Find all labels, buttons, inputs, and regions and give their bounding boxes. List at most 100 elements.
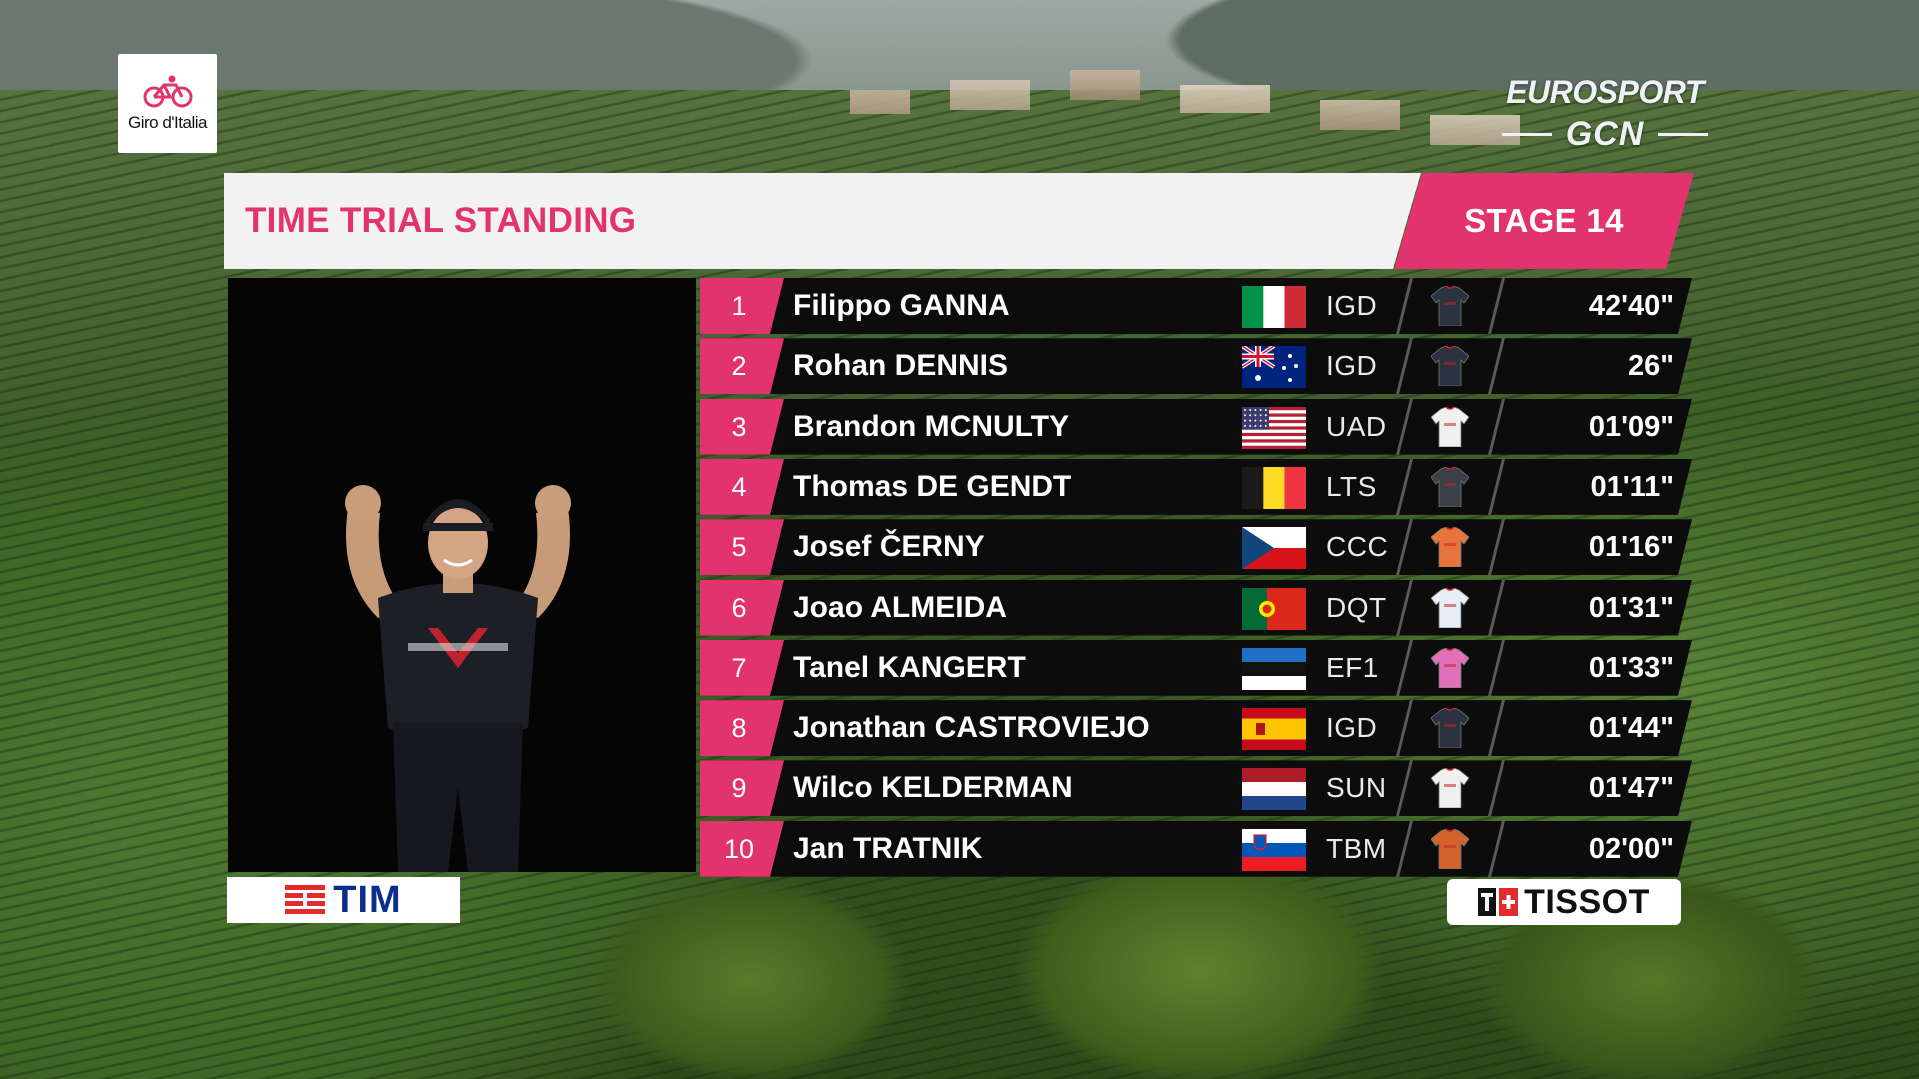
rank-badge: 6 [700,580,784,636]
team-code: UAD [1326,410,1387,442]
team-jersey-icon [1430,345,1470,387]
finish-time: 01'09" [1588,410,1674,443]
giro-logo: Giro d'Italia [118,54,217,153]
standings-row: 1 Filippo GANNA IGD 42'40" [700,278,1698,334]
row-background [700,640,1692,696]
team-code: DQT [1326,591,1387,623]
standings-row: 6 Joao ALMEIDA DQT 01'31" [700,579,1698,636]
team-code: CCC [1326,531,1389,563]
standings-row: 10 Jan TRATNIK TBM 02'00" [700,820,1698,877]
row-background [700,338,1692,394]
standings-row: 5 Josef ČERNY CCC 01'16" [700,519,1698,576]
finish-time: 02'00" [1588,832,1674,865]
slovenia-flag-icon [1242,828,1306,871]
rider-name: Tanel KANGERT [793,650,1026,684]
rider-name: Jan TRATNIK [793,831,983,865]
finish-time: 01'44" [1588,712,1674,745]
finish-time: 01'31" [1588,591,1674,624]
finish-time: 01'33" [1588,651,1674,684]
team-code: IGD [1326,712,1378,744]
rider-name: Rohan DENNIS [793,349,1009,383]
czech-republic-flag-icon [1242,527,1306,570]
team-code: IGD [1326,350,1378,382]
team-code: SUN [1326,772,1387,804]
portugal-flag-icon [1242,587,1306,630]
team-jersey-icon [1430,828,1470,870]
standings-header: TIME TRIAL STANDING STAGE 14 [224,173,1694,269]
rank-badge: 1 [700,278,784,334]
rider-photo-panel [228,278,696,872]
tissot-cross-icon [1478,888,1519,916]
page-title: TIME TRIAL STANDING [245,201,637,240]
bicycle-icon [143,75,192,107]
standings-row: 7 Tanel KANGERT EF1 01'33" [700,639,1698,696]
team-jersey-icon [1430,466,1470,508]
stage-badge: STAGE 14 [1394,173,1694,269]
finish-time: 01'11" [1590,470,1674,503]
rank-badge: 7 [700,640,784,696]
estonia-flag-icon [1242,647,1306,690]
standings-row: 9 Wilco KELDERMAN SUN 01'47" [700,760,1698,817]
row-background [700,519,1692,575]
broadcaster-logo: EUROSPORT GCN [1480,74,1730,164]
team-jersey-icon [1430,406,1470,447]
team-jersey-icon [1430,526,1470,568]
finish-time: 01'16" [1588,531,1674,564]
finish-time: 42'40" [1588,290,1674,322]
row-background [700,700,1692,756]
finish-time: 26" [1627,350,1674,383]
italy-flag-icon [1242,286,1306,328]
rank-badge: 9 [700,760,784,816]
team-jersey-icon [1430,586,1470,628]
row-background [700,278,1692,334]
team-jersey-icon [1430,767,1470,809]
standings-row: 3 Brandon MCNULTY UAD 01'09" [700,398,1698,455]
team-jersey-icon [1430,647,1470,689]
gcn-line-right [1658,133,1709,136]
team-code: IGD [1326,290,1378,321]
netherlands-flag-icon [1242,768,1306,811]
gcn-logo: GCN [1480,115,1730,154]
finish-time: 01'47" [1588,772,1674,805]
trees [500,860,1919,1079]
tim-sponsor-logo: TIM [227,877,460,923]
title-bar [224,173,1421,269]
eurosport-logo-text: EUROSPORT [1506,74,1704,110]
gcn-logo-text: GCN [1565,115,1645,153]
row-background [700,459,1692,515]
tissot-sponsor-logo: TISSOT [1447,879,1681,925]
rider-name: Filippo GANNA [793,289,1010,322]
rank-badge: 5 [700,519,784,575]
rank-badge: 3 [700,399,784,455]
giro-logo-text: Giro d'Italia [128,112,207,132]
rank-badge: 2 [700,338,784,394]
rank-badge: 8 [700,700,784,756]
rank-badge: 4 [700,459,784,515]
gcn-line-left [1501,133,1552,136]
standings-row: 8 Jonathan CASTROVIEJO IGD 01'44" [700,700,1698,757]
rider-name: Joao ALMEIDA [793,590,1007,624]
row-background [700,399,1692,455]
village [850,60,1550,150]
rider-name: Brandon MCNULTY [793,409,1070,443]
team-jersey-icon [1430,285,1470,327]
team-code: EF1 [1326,651,1379,683]
rider-photo [345,485,571,872]
rider-name: Jonathan CASTROVIEJO [793,711,1150,745]
belgium-flag-icon [1242,466,1306,509]
rider-name: Wilco KELDERMAN [793,771,1073,805]
standings-row: 2 Rohan DENNIS IGD 26" [700,338,1698,395]
team-code: TBM [1326,832,1387,864]
tim-logo-text: TIM [333,878,402,921]
standings-row: 4 Thomas DE GENDT LTS 01'11" [700,458,1698,515]
standings-table: 1 Filippo GANNA IGD 42'40" 2 Rohan DENNI… [700,278,1698,877]
team-jersey-icon [1430,707,1470,749]
rider-name: Josef ČERNY [793,530,985,564]
rider-name: Thomas DE GENDT [793,469,1072,503]
australia-flag-icon [1242,346,1306,389]
row-background [700,760,1692,816]
team-code: LTS [1326,470,1377,502]
tim-logo-icon [285,885,326,914]
row-background [700,821,1692,877]
united-states-flag-icon [1242,406,1306,449]
